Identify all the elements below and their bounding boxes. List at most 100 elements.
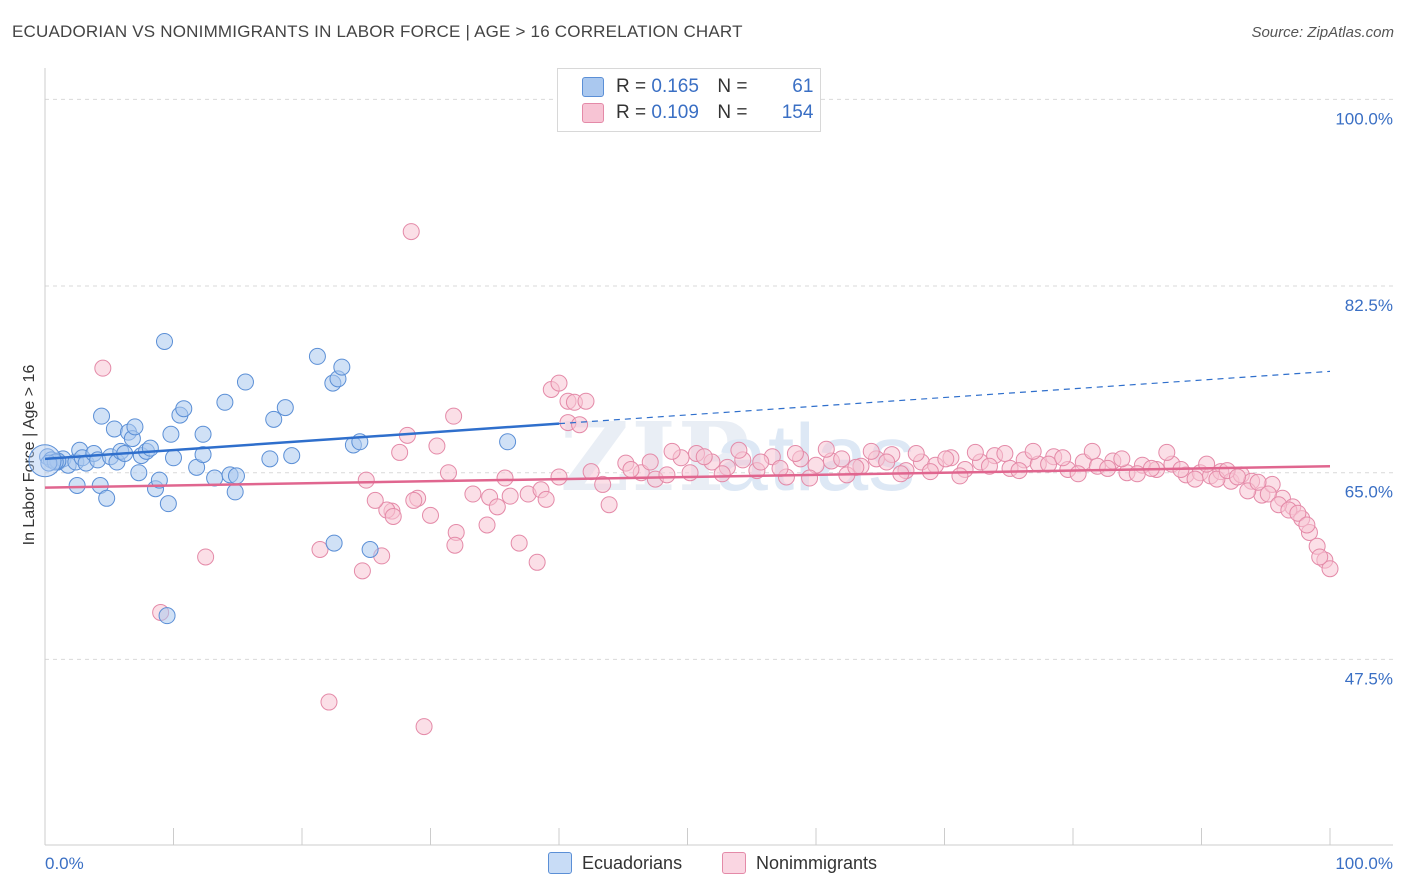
legend-r-value: 0.165 (651, 76, 699, 97)
ecuadorian-point (261, 450, 279, 468)
x-tick-label: 0.0% (45, 854, 84, 873)
ecuadorian-point (276, 399, 294, 417)
ecuadorian-point (98, 489, 116, 507)
ecuadorian-point (175, 400, 193, 418)
ecuadorian-point (165, 449, 182, 467)
bottom-legend-swatch-blue (548, 852, 572, 874)
legend-r-label: R = (616, 102, 647, 123)
ecuadorian-point (236, 373, 254, 391)
nonimmigrant-point (801, 469, 819, 487)
y-tick-label: 47.5% (1345, 669, 1393, 688)
nonimmigrant-point (695, 448, 713, 466)
bottom-legend-label: Nonimmigrants (756, 852, 878, 873)
ecuadorian-point (141, 439, 159, 457)
nonimmigrant-point (966, 443, 984, 461)
legend-box: R = 0.165 N = 61 R = 0.109 N = 154 (557, 68, 821, 132)
ecuadorian-point (93, 407, 111, 425)
nonimmigrant-point (577, 392, 595, 410)
nonimmigrant-point (1311, 548, 1329, 566)
ecuadorian-point (216, 393, 234, 411)
nonimmigrant-point (571, 416, 589, 434)
nonimmigrant-point (1099, 459, 1117, 477)
nonimmigrant-point (528, 553, 546, 571)
nonimmigrant-point (1113, 450, 1131, 468)
nonimmigrant-point (1259, 485, 1277, 503)
nonimmigrant-point (422, 506, 439, 524)
nonimmigrant-point (496, 469, 514, 487)
ecuadorian-point (28, 444, 62, 478)
nonimmigrant-point (752, 453, 770, 471)
nonimmigrant-point (878, 453, 896, 471)
nonimmigrant-point (1249, 473, 1267, 491)
nonimmigrant-point (1289, 504, 1307, 522)
legend-row-ecuadorians: R = 0.165 N = 61 (582, 75, 813, 99)
nonimmigrant-point (478, 516, 496, 534)
legend-r-value: 0.109 (651, 102, 699, 123)
nonimmigrant-point (464, 485, 482, 503)
nonimmigrant-point (320, 693, 338, 711)
y-tick-label: 100.0% (1335, 109, 1393, 128)
ecuadorian-trend-line (44, 422, 560, 461)
ecuadorian-point (361, 541, 379, 559)
nonimmigrant-point (1054, 449, 1072, 467)
nonimmigrant-trend-line (44, 465, 1331, 489)
ecuadorian-point (499, 433, 517, 451)
nonimmigrant-point (1158, 443, 1176, 461)
nonimmigrant-point (1024, 442, 1042, 460)
bottom-legend-label: Ecuadorians (582, 852, 683, 873)
legend-swatch-pink (582, 103, 604, 123)
ecuadorian-point (126, 418, 144, 436)
nonimmigrant-point (771, 459, 789, 477)
chart-title: ECUADORIAN VS NONIMMIGRANTS IN LABOR FOR… (12, 22, 743, 41)
legend-row-nonimmigrants: R = 0.109 N = 154 (582, 101, 813, 125)
nonimmigrant-point (663, 442, 681, 460)
ecuadorian-point (162, 425, 180, 443)
nonimmigrant-point (353, 562, 371, 580)
nonimmigrant-point (415, 718, 433, 736)
ecuadorian-point (150, 471, 168, 489)
ecuadorian-point (227, 467, 245, 485)
points-layer (28, 223, 1339, 736)
nonimmigrant-point (658, 466, 676, 484)
nonimmigrant-point (501, 487, 519, 505)
nonimmigrant-point (600, 496, 618, 514)
y-tick-label: 82.5% (1345, 296, 1393, 315)
ecuadorian-point (265, 410, 283, 428)
nonimmigrant-point (786, 444, 804, 462)
nonimmigrant-point (1198, 455, 1216, 473)
ecuadorian-point (130, 464, 148, 482)
ecuadorian-point (194, 446, 212, 464)
bottom-legend-ecuadorians: Ecuadorians (548, 852, 682, 874)
bottom-legend-nonimmigrants: Nonimmigrants (722, 852, 877, 874)
ecuadorian-point (105, 420, 123, 438)
nonimmigrant-point (996, 444, 1014, 462)
bottom-legend: Ecuadorians Nonimmigrants (0, 852, 1406, 878)
nonimmigrant-point (405, 491, 423, 509)
nonimmigrant-point (907, 444, 925, 462)
nonimmigrant-point (681, 464, 699, 482)
nonimmigrant-point (550, 374, 568, 392)
nonimmigrant-point (384, 507, 402, 525)
legend-n-value: 61 (792, 76, 814, 97)
grid-layer (45, 98, 1393, 660)
nonimmigrant-point (537, 490, 555, 508)
ecuadorian-point (68, 477, 86, 495)
nonimmigrant-point (550, 468, 568, 486)
nonimmigrant-point (510, 534, 528, 552)
ecuadorian-point (159, 495, 177, 513)
ecuadorian-point (156, 332, 174, 350)
nonimmigrant-point (357, 471, 375, 489)
nonimmigrant-point (439, 464, 457, 482)
nonimmigrant-point (594, 475, 612, 493)
nonimmigrant-point (94, 359, 112, 377)
legend-r-label: R = (616, 76, 647, 97)
nonimmigrant-point (713, 465, 731, 483)
nonimmigrant-point (730, 441, 748, 459)
nonimmigrant-point (391, 443, 409, 461)
nonimmigrant-point (833, 450, 851, 468)
y-tick-label: 65.0% (1345, 483, 1393, 502)
x-tick-label: 100.0% (1335, 854, 1393, 873)
nonimmigrant-point (428, 437, 446, 455)
nonimmigrant-point (817, 440, 835, 458)
